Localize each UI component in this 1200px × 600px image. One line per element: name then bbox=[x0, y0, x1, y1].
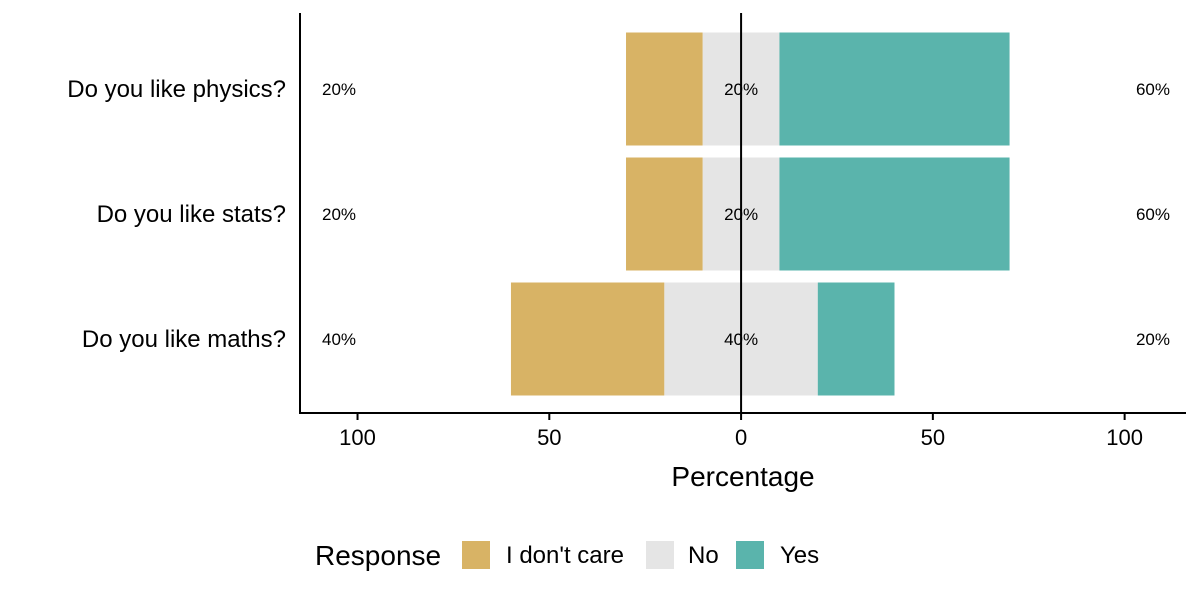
x-tick-label: 100 bbox=[339, 425, 376, 450]
x-axis-title: Percentage bbox=[671, 461, 814, 492]
category-label: Do you like stats? bbox=[97, 201, 286, 228]
x-tick-label: 50 bbox=[921, 425, 945, 450]
left-percent-label: 20% bbox=[322, 205, 356, 224]
left-percent-label: 20% bbox=[322, 80, 356, 99]
legend-label-yes: Yes bbox=[780, 542, 819, 569]
axes-layer bbox=[299, 13, 1186, 414]
legend-swatch-i-don-t-care bbox=[462, 541, 490, 569]
right-percent-label: 20% bbox=[1136, 330, 1170, 349]
bar-yes-2 bbox=[779, 157, 1010, 271]
legend: Response I don't care No Yes bbox=[315, 540, 819, 571]
legend-label-i-don-t-care: I don't care bbox=[506, 542, 624, 569]
legend-title: Response bbox=[315, 540, 441, 571]
legend-swatch-yes bbox=[736, 541, 764, 569]
legend-label-no: No bbox=[688, 542, 719, 569]
bar-i-don-t-care-2 bbox=[626, 157, 703, 271]
category-label: Do you like maths? bbox=[82, 326, 286, 353]
bars-layer bbox=[510, 13, 1010, 413]
center-percent-label: 40% bbox=[724, 330, 758, 349]
x-ticks-layer: 100 50 0 50 100 bbox=[339, 413, 1143, 450]
legend-swatch-no bbox=[646, 541, 674, 569]
bar-yes-3 bbox=[817, 282, 895, 396]
right-percent-label: 60% bbox=[1136, 80, 1170, 99]
left-percent-label: 40% bbox=[322, 330, 356, 349]
category-label: Do you like physics? bbox=[67, 76, 286, 103]
center-percent-label: 20% bbox=[724, 80, 758, 99]
x-tick-label: 50 bbox=[537, 425, 561, 450]
bar-yes-1 bbox=[779, 32, 1010, 146]
bar-i-don-t-care-1 bbox=[626, 32, 703, 146]
labels-layer: Do you like physics? 20% 20% 60% Do you like… bbox=[67, 76, 1170, 353]
right-percent-label: 60% bbox=[1136, 205, 1170, 224]
x-tick-label: 100 bbox=[1106, 425, 1143, 450]
bar-i-don-t-care-3 bbox=[510, 282, 665, 396]
x-tick-label: 0 bbox=[735, 425, 747, 450]
center-percent-label: 20% bbox=[724, 205, 758, 224]
